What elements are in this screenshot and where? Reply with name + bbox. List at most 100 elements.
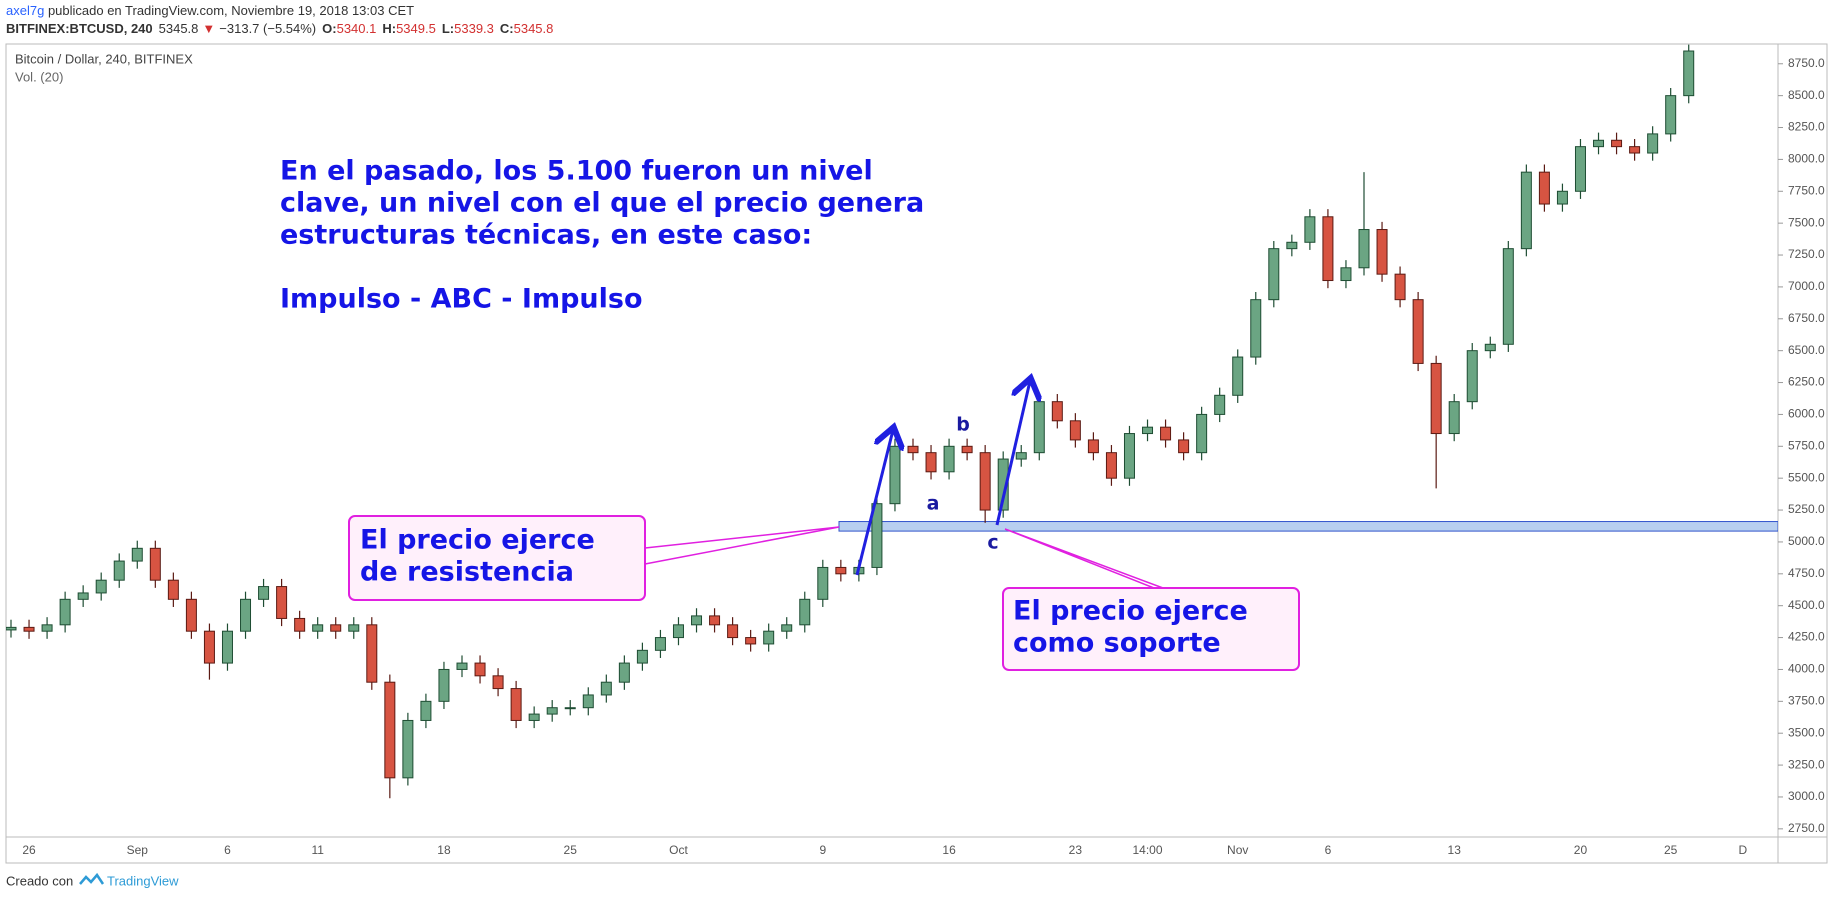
candle-body bbox=[835, 566, 847, 575]
candle-body bbox=[1069, 420, 1081, 441]
candle-body bbox=[492, 675, 504, 690]
callout-text: como soporte bbox=[1013, 628, 1221, 659]
y-tick-label: 3000.0 bbox=[1788, 789, 1825, 803]
candle-body bbox=[294, 617, 306, 632]
y-tick-label: 3500.0 bbox=[1788, 725, 1825, 739]
impulse-arrow bbox=[855, 430, 893, 576]
candle-body bbox=[1286, 241, 1298, 250]
candle-body bbox=[961, 445, 973, 454]
x-tick-label: Oct bbox=[669, 843, 688, 857]
candle-body bbox=[474, 662, 486, 677]
candle-body bbox=[727, 624, 739, 639]
callout-box bbox=[1002, 587, 1300, 671]
candle-body bbox=[691, 615, 703, 626]
x-tick-label: 23 bbox=[1069, 843, 1083, 857]
candle-body bbox=[781, 624, 793, 632]
candle-body bbox=[1268, 248, 1280, 301]
symbol: BITFINEX:BTCUSD, 240 bbox=[6, 21, 153, 36]
annotation-line: En el pasado, los 5.100 fueron un nivel bbox=[280, 156, 873, 187]
candle-body bbox=[1015, 452, 1027, 460]
candle-body bbox=[997, 458, 1009, 511]
candle-body bbox=[258, 586, 270, 600]
candle-body bbox=[402, 719, 414, 779]
candle-body bbox=[348, 624, 360, 632]
candle-body bbox=[1232, 356, 1244, 396]
candle-body bbox=[582, 694, 594, 709]
y-tick-label: 8250.0 bbox=[1788, 120, 1825, 134]
x-tick-label: 26 bbox=[22, 843, 36, 857]
x-tick-label: 6 bbox=[224, 843, 231, 857]
candle-body bbox=[1412, 299, 1424, 364]
candle-body bbox=[1250, 299, 1262, 358]
y-tick-label: 6750.0 bbox=[1788, 311, 1825, 325]
candle-body bbox=[1214, 394, 1226, 415]
candle-body bbox=[889, 445, 901, 505]
support-zone bbox=[838, 521, 1778, 532]
candle-body bbox=[907, 445, 919, 454]
candle-body bbox=[1358, 229, 1370, 269]
x-tick-label: 25 bbox=[1664, 843, 1678, 857]
candle-body bbox=[203, 630, 215, 664]
change-arrow: ▼ bbox=[202, 21, 215, 36]
wave-label: b bbox=[956, 414, 970, 436]
x-tick-label: 11 bbox=[311, 843, 324, 857]
candle-body bbox=[59, 598, 71, 626]
candle-body bbox=[817, 566, 829, 600]
candle-body bbox=[943, 445, 955, 473]
x-tick-label: 18 bbox=[437, 843, 451, 857]
y-tick-label: 7000.0 bbox=[1788, 279, 1825, 293]
candle-body bbox=[528, 713, 540, 721]
chart-title: Bitcoin / Dollar, 240, BITFINEX bbox=[15, 51, 193, 66]
y-tick-label: 8750.0 bbox=[1788, 56, 1825, 70]
y-tick-label: 7250.0 bbox=[1788, 247, 1825, 261]
footer-brand[interactable]: TradingView bbox=[107, 873, 179, 888]
close-label: C: bbox=[500, 21, 514, 36]
candle-body bbox=[745, 637, 757, 645]
open-value: 5340.1 bbox=[337, 21, 377, 36]
y-tick-label: 5500.0 bbox=[1788, 470, 1825, 484]
candle-body bbox=[1322, 216, 1334, 282]
candle-body bbox=[510, 688, 522, 721]
symbol-line: BITFINEX:BTCUSD, 240 5345.8 ▼ −313.7 (−5.54… bbox=[6, 21, 553, 36]
candle-body bbox=[41, 624, 53, 632]
wave-label: a bbox=[927, 493, 940, 515]
candle-body bbox=[1033, 401, 1045, 454]
y-tick-label: 7750.0 bbox=[1788, 183, 1825, 197]
candle-body bbox=[1123, 433, 1135, 479]
y-tick-label: 6000.0 bbox=[1788, 407, 1825, 421]
candle-body bbox=[221, 630, 233, 664]
candle-body bbox=[1665, 95, 1677, 135]
candle-body bbox=[1087, 439, 1099, 454]
axes: 2750.0 3000.0 3250.0 3500.0 3750.0 4000.0 4250… bbox=[22, 56, 1825, 857]
candle-body bbox=[1647, 133, 1659, 154]
x-tick-label: 6 bbox=[1325, 843, 1332, 857]
high-value: 5349.5 bbox=[396, 21, 436, 36]
candle-body bbox=[456, 662, 468, 670]
candle-body bbox=[1538, 171, 1550, 205]
x-tick-label: 16 bbox=[942, 843, 956, 857]
candle-body bbox=[23, 626, 35, 632]
candle-body bbox=[636, 649, 648, 664]
candle-body bbox=[1340, 267, 1352, 282]
candle-body bbox=[149, 547, 161, 581]
y-tick-label: 7500.0 bbox=[1788, 215, 1825, 229]
candle-body bbox=[546, 707, 558, 715]
candle-body bbox=[1178, 439, 1190, 454]
candle-body bbox=[1629, 146, 1641, 154]
change: −313.7 (−5.54%) bbox=[219, 21, 316, 36]
low-value: 5339.3 bbox=[454, 21, 494, 36]
y-tick-label: 4500.0 bbox=[1788, 598, 1825, 612]
y-tick-label: 3250.0 bbox=[1788, 757, 1825, 771]
candle-body bbox=[420, 700, 432, 721]
candle-body bbox=[6, 626, 17, 631]
candle-body bbox=[672, 624, 684, 639]
author[interactable]: axel7g bbox=[6, 3, 44, 18]
candle-body bbox=[1466, 350, 1478, 403]
callout-pointer bbox=[1004, 528, 1164, 589]
candle-body bbox=[709, 615, 721, 626]
candle-body bbox=[1611, 139, 1623, 148]
brand-logo bbox=[79, 872, 105, 885]
y-tick-label: 4250.0 bbox=[1788, 630, 1825, 644]
annotation-line: estructuras técnicas, en este caso: bbox=[280, 220, 812, 251]
